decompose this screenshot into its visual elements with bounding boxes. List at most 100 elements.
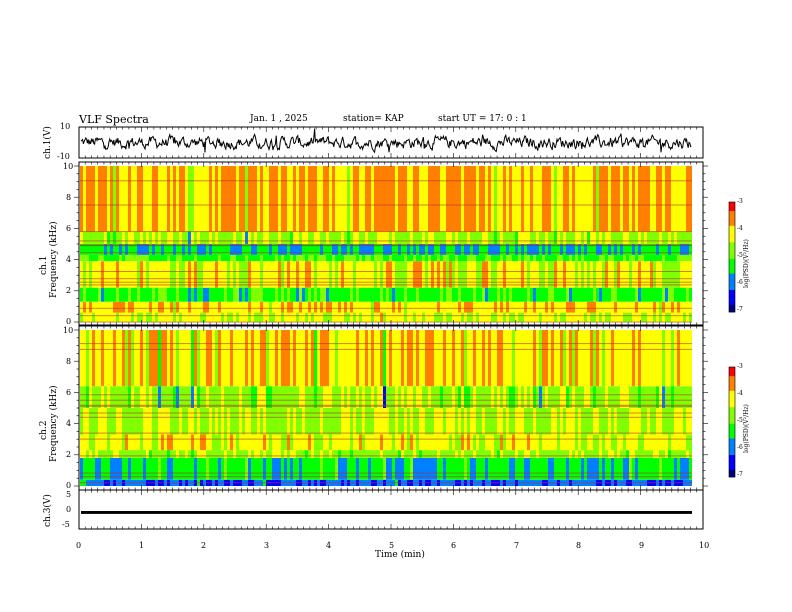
spectrogram-cell [299,450,302,458]
spectrogram-cell [263,330,266,386]
spectrogram-cell [416,330,419,386]
spectrogram-cell [188,255,191,261]
spectrogram-cell [251,435,254,451]
spectrogram-cell [449,261,452,288]
spectrogram-cell [602,255,605,261]
spectrogram-cell [620,408,623,435]
spectrogram-cell [617,435,620,451]
spectrogram-cell [542,288,545,302]
ch1-spec-ytick: 2 [66,287,71,295]
spectrogram-cell [218,313,221,322]
spectrogram-cell [155,288,158,302]
spectrogram-cell [302,330,305,386]
spectrogram-cell [233,330,236,386]
spectrogram-cell [449,302,452,313]
spectrogram-cell [488,288,491,302]
spectrogram-cell [194,288,197,302]
spectrogram-cell [659,288,662,302]
spectrogram-cell [224,261,227,288]
spectrogram-cell [359,232,362,245]
spectrogram-cell [251,166,254,232]
spectrogram-cell [356,232,359,245]
spectrogram-cell [326,450,329,458]
spectrogram-cell [206,450,209,458]
spectrogram-cell [335,330,338,386]
spectrogram-cell [485,302,488,313]
spectrogram-cell [575,302,578,313]
spectrogram-cell [161,302,164,313]
spectrogram-cell [548,408,551,435]
spectrogram-cell [233,435,236,451]
spectrogram-cell [239,261,242,288]
spectrogram-cell [431,288,434,302]
spectrogram-cell [92,435,95,451]
spectrogram-cell [665,450,668,458]
spectrogram-cell [497,166,500,232]
spectrogram-cell [392,255,395,261]
spectrogram-cell [485,255,488,261]
spectrogram-cell [467,166,470,232]
spectrogram-cell [596,232,599,245]
spectrogram-cell [113,255,116,261]
spectrogram-cell [320,288,323,302]
spectrogram-cell [479,232,482,245]
spectrogram-cell [572,450,575,458]
spectrogram-cell [332,166,335,232]
spectrogram-cell [203,313,206,322]
spectrogram-cell [500,166,503,232]
spectrogram-cell [623,232,626,245]
spectrogram-cell [233,408,236,435]
spectrogram-cell [164,261,167,288]
spectrogram-cell [362,450,365,458]
spectrogram-cell [551,288,554,302]
spectrogram-cell [290,330,293,386]
spectrogram-cell [284,255,287,261]
spectrogram-cell [491,288,494,302]
spectral-line [80,439,692,440]
spectrogram-cell [458,261,461,288]
spectrogram-cell [401,435,404,451]
spectrogram-cell [503,255,506,261]
spectrogram-cell [185,166,188,232]
spectrogram-cell [497,302,500,313]
spectrogram-cell [140,232,143,245]
spectrogram-cell [599,330,602,386]
spectrogram-cell [383,302,386,313]
spectrogram-cell [104,255,107,261]
spectrogram-cell [275,302,278,313]
spectrogram-cell [506,408,509,435]
spectrogram-cell [407,288,410,302]
spectrogram-cell [653,408,656,435]
spectrogram-cell [320,166,323,232]
spectrogram-cell [545,408,548,435]
spectrogram-cell [422,261,425,288]
spectrogram-cell [479,261,482,288]
spectrogram-cell [554,166,557,232]
spectrogram-cell [437,313,440,322]
spectrogram-cell [578,232,581,245]
spectrogram-cell [98,450,101,458]
spectrogram-cell [287,302,290,313]
spectral-line [80,455,692,456]
spectrogram-cell [86,232,89,245]
spectrogram-cell [98,288,101,302]
spectrogram-cell [401,450,404,458]
spectrogram-cell [389,313,392,322]
spectrogram-cell [503,435,506,451]
spectrogram-cell [557,450,560,458]
spectrogram-cell [176,435,179,451]
spectrogram-cell [308,450,311,458]
spectrogram-cell [617,288,620,302]
spectrogram-cell [269,166,272,232]
spectrogram-cell [317,435,320,451]
spectrogram-cell [356,166,359,232]
cb1-tick: -4 [737,226,743,232]
spectrogram-cell [80,288,83,302]
spectrogram-cell [293,313,296,322]
spectrogram-cell [191,261,194,288]
spectrogram-cell [122,261,125,288]
spectrogram-cell [434,450,437,458]
colorbar-swatch [729,303,735,305]
spectrogram-cell [311,313,314,322]
spectrogram-cell [422,255,425,261]
